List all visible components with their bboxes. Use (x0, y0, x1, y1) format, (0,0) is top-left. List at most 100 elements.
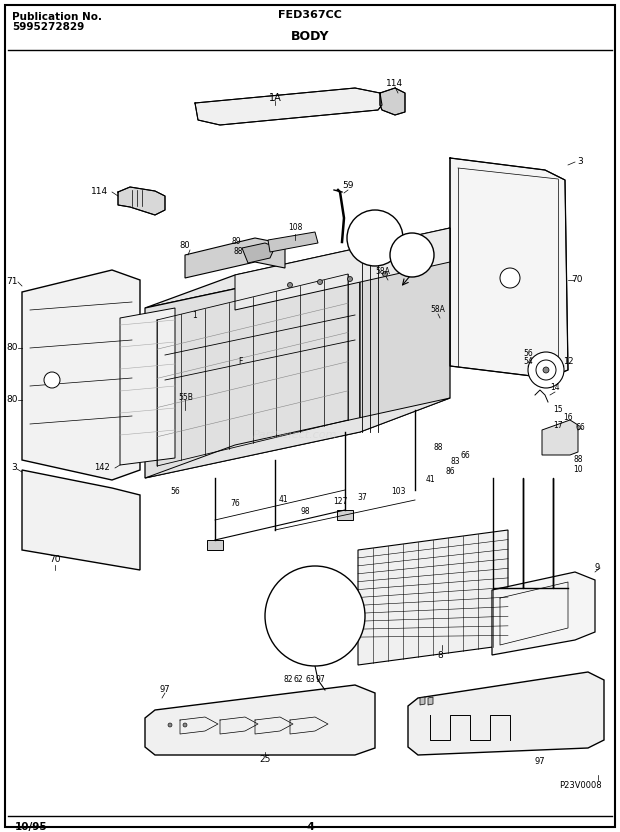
Polygon shape (145, 398, 450, 478)
Text: 58A: 58A (376, 268, 391, 276)
Polygon shape (317, 600, 333, 622)
Polygon shape (268, 232, 318, 252)
Text: 80: 80 (180, 240, 190, 250)
Polygon shape (207, 540, 223, 550)
Text: 41: 41 (425, 476, 435, 484)
Text: 98: 98 (300, 508, 310, 517)
Text: 3: 3 (11, 463, 17, 473)
Text: 25: 25 (259, 755, 271, 765)
Polygon shape (492, 572, 595, 655)
Polygon shape (145, 228, 450, 308)
Text: 129: 129 (408, 255, 422, 265)
Text: 129: 129 (401, 245, 415, 255)
Text: 55B: 55B (178, 394, 193, 403)
Text: 114: 114 (91, 187, 108, 196)
Text: 16: 16 (563, 414, 573, 423)
Text: 54: 54 (523, 358, 533, 367)
Polygon shape (120, 308, 175, 465)
Circle shape (317, 280, 322, 285)
Text: 62: 62 (298, 592, 308, 601)
Text: 59: 59 (342, 181, 354, 191)
Text: 71: 71 (6, 278, 18, 286)
Circle shape (347, 276, 353, 281)
Text: 88: 88 (574, 455, 583, 464)
Circle shape (528, 352, 564, 388)
Text: 4: 4 (306, 822, 314, 832)
Text: 80: 80 (6, 395, 18, 404)
Polygon shape (242, 243, 275, 263)
Text: 97: 97 (534, 757, 546, 766)
Text: 70: 70 (571, 275, 583, 285)
Text: 88: 88 (433, 443, 443, 453)
Polygon shape (145, 685, 375, 755)
Text: 62: 62 (293, 676, 303, 685)
Text: 9: 9 (595, 563, 600, 572)
Text: BODY: BODY (291, 30, 329, 43)
Polygon shape (185, 238, 285, 278)
Circle shape (500, 268, 520, 288)
Polygon shape (337, 510, 353, 520)
Circle shape (288, 283, 293, 288)
Polygon shape (22, 270, 140, 480)
Text: 76: 76 (230, 499, 240, 508)
Polygon shape (22, 470, 140, 570)
Text: FED367CC: FED367CC (278, 10, 342, 20)
Text: 89: 89 (231, 237, 241, 246)
Text: 97: 97 (160, 686, 171, 695)
Text: Publication No.: Publication No. (12, 12, 102, 22)
Polygon shape (339, 600, 353, 622)
Text: 103: 103 (391, 488, 405, 497)
Text: 97: 97 (315, 676, 325, 685)
Text: 12: 12 (563, 358, 574, 367)
Text: 142: 142 (94, 463, 110, 473)
Text: 63: 63 (320, 592, 330, 601)
Text: 66: 66 (575, 423, 585, 433)
Text: 83: 83 (450, 458, 460, 467)
Text: 14: 14 (550, 384, 560, 393)
Text: 37: 37 (357, 493, 367, 503)
Circle shape (44, 372, 60, 388)
Text: 127: 127 (333, 498, 347, 507)
Polygon shape (295, 600, 311, 622)
Circle shape (168, 723, 172, 727)
Circle shape (265, 566, 365, 666)
Polygon shape (428, 697, 433, 705)
Text: 88: 88 (233, 247, 243, 256)
Circle shape (390, 233, 434, 277)
Polygon shape (145, 262, 360, 478)
Polygon shape (450, 158, 568, 378)
Circle shape (536, 360, 556, 380)
Text: 82: 82 (283, 676, 293, 685)
Polygon shape (380, 88, 405, 115)
Text: 3: 3 (577, 157, 583, 166)
Text: 1A: 1A (268, 93, 281, 103)
Polygon shape (420, 697, 425, 705)
Text: 63: 63 (305, 676, 315, 685)
Polygon shape (195, 88, 382, 125)
Text: 56: 56 (523, 349, 533, 359)
Text: 17: 17 (553, 422, 563, 430)
Text: F: F (238, 358, 242, 367)
Text: 2A: 2A (357, 247, 367, 256)
Circle shape (183, 723, 187, 727)
Text: 114: 114 (386, 78, 404, 87)
Polygon shape (118, 187, 165, 215)
Polygon shape (408, 672, 604, 755)
Text: 30: 30 (375, 234, 385, 242)
Text: 108: 108 (288, 223, 302, 232)
Text: 15: 15 (553, 405, 563, 414)
Text: 70: 70 (49, 556, 61, 564)
Polygon shape (235, 228, 450, 310)
Text: PartSelect.com: PartSelect.com (253, 430, 337, 440)
Text: 80: 80 (6, 344, 18, 353)
Polygon shape (360, 228, 450, 432)
Circle shape (543, 367, 549, 373)
Circle shape (347, 210, 403, 266)
Text: 5995272829: 5995272829 (12, 22, 84, 32)
Polygon shape (358, 530, 508, 665)
Text: 10: 10 (573, 465, 583, 474)
Text: 8: 8 (437, 651, 443, 660)
Text: P23V0008: P23V0008 (559, 780, 602, 790)
Text: 66: 66 (460, 450, 470, 459)
Text: 58A: 58A (430, 305, 445, 314)
